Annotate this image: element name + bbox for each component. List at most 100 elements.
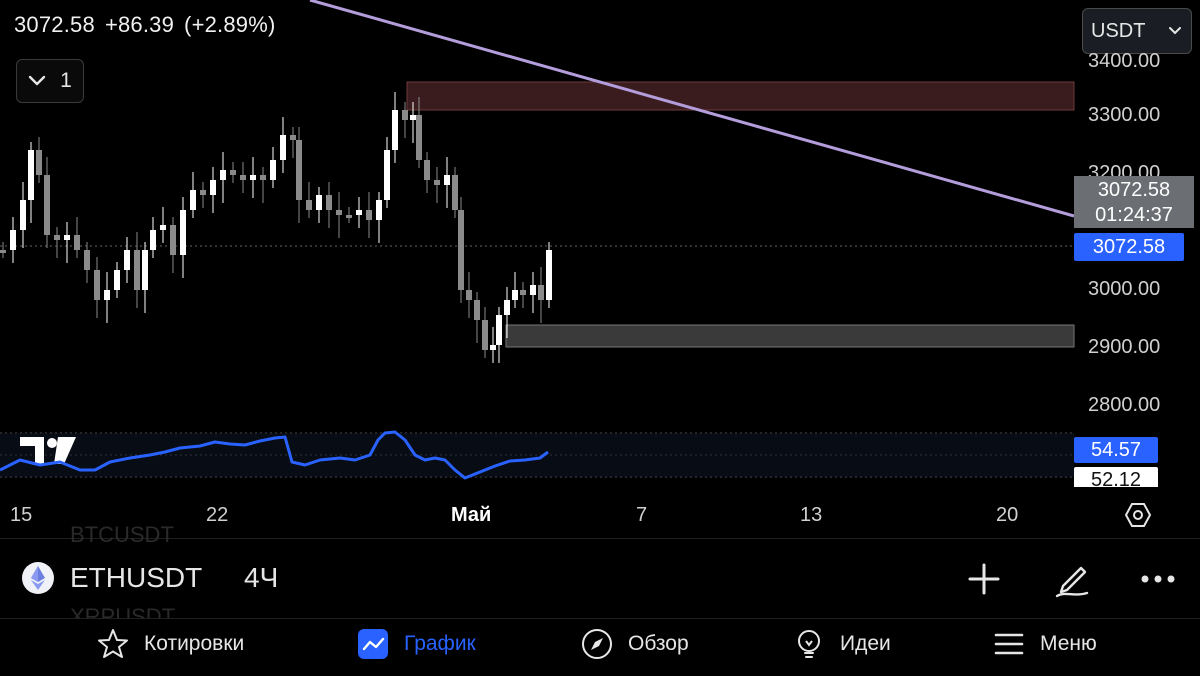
candle-body xyxy=(104,290,110,300)
star-icon xyxy=(96,627,130,661)
candle-body xyxy=(296,140,302,200)
candle-body xyxy=(290,135,296,140)
nav-ideas-label: Идеи xyxy=(840,632,891,655)
candle-body xyxy=(250,175,256,180)
candle-body xyxy=(326,195,332,210)
nav-chart[interactable]: График xyxy=(356,622,476,666)
last-price-tag: 3072.58 xyxy=(1074,233,1184,261)
candle-body xyxy=(210,180,216,195)
price-axis[interactable]: 3400.00 3300.00 3200.00 3000.00 2900.00 … xyxy=(1080,40,1200,430)
time-label-7: 7 xyxy=(636,504,648,526)
support-zone[interactable] xyxy=(505,324,1075,348)
hexagon-settings-icon xyxy=(1124,503,1152,527)
candle-body xyxy=(546,250,552,300)
price-change: +86.39 xyxy=(104,12,175,37)
nav-overview[interactable]: Обзор xyxy=(580,622,689,666)
price-label-3000: 3000.00 xyxy=(1088,278,1161,300)
candle-body xyxy=(538,285,544,300)
compass-icon xyxy=(580,627,614,661)
candle-body xyxy=(190,190,196,210)
candle-body xyxy=(170,225,176,255)
lightbulb-icon xyxy=(792,627,826,661)
nav-quotes-label: Котировки xyxy=(144,632,245,655)
oscillator-signal-tag-clip: 52.12 xyxy=(1074,467,1158,487)
trendline[interactable] xyxy=(309,0,1075,218)
candle-body xyxy=(64,235,70,240)
candle-body xyxy=(402,110,408,120)
price-change-pct: (+2.89%) xyxy=(184,12,276,37)
candle-body xyxy=(392,110,398,150)
more-dots-icon xyxy=(1141,575,1175,583)
drawing-tools-button[interactable] xyxy=(1050,557,1094,601)
candle-body xyxy=(424,160,430,180)
candle-body xyxy=(74,235,80,250)
oscillator-value-tag: 54.57 xyxy=(1074,437,1158,463)
candle-body xyxy=(160,225,166,230)
candle-body xyxy=(270,160,276,180)
current-price-tag: 3072.58 01:24:37 xyxy=(1074,176,1194,228)
candle-countdown: 01:24:37 xyxy=(1095,204,1173,226)
candle-body xyxy=(504,300,510,315)
price-label-2800: 2800.00 xyxy=(1088,394,1161,416)
candle-body xyxy=(230,170,236,175)
candle-body xyxy=(240,175,246,180)
oscillator-signal-tag: 52.12 xyxy=(1074,467,1158,487)
candle-body xyxy=(482,320,488,350)
nav-quotes[interactable]: Котировки xyxy=(96,622,244,666)
plus-icon xyxy=(968,563,1000,595)
candle-body xyxy=(366,210,372,220)
candle-body xyxy=(434,180,440,185)
more-button[interactable] xyxy=(1136,557,1180,601)
chart-settings-button[interactable] xyxy=(1122,499,1154,531)
currency-value: USDT xyxy=(1091,19,1146,42)
candle-body xyxy=(410,115,416,120)
candle-body xyxy=(466,290,472,300)
candle-body xyxy=(260,175,266,180)
last-price: 3072.58 xyxy=(14,12,95,37)
candle-body xyxy=(28,150,34,200)
candle-body xyxy=(346,215,352,218)
time-label-13: 13 xyxy=(800,504,823,526)
ethereum-icon xyxy=(22,562,54,594)
symbol-name[interactable]: ETHUSDT xyxy=(70,562,203,593)
nav-chart-label: График xyxy=(404,632,476,655)
nav-overview-label: Обзор xyxy=(628,632,689,655)
candle-body xyxy=(280,135,286,160)
nav-menu[interactable]: Меню xyxy=(992,622,1097,666)
bottom-nav xyxy=(0,618,1200,676)
indicators-collapse-button[interactable]: 1 xyxy=(16,59,84,103)
candle-body xyxy=(496,315,502,345)
candle-body xyxy=(114,270,120,290)
candle-body xyxy=(458,210,464,290)
oscillator-band xyxy=(0,433,1074,477)
time-label-22: 22 xyxy=(206,504,229,526)
currency-select[interactable]: USDT xyxy=(1082,8,1192,54)
add-button[interactable] xyxy=(962,557,1006,601)
price-label-3300: 3300.00 xyxy=(1088,104,1161,126)
candle-body xyxy=(0,250,6,253)
timeframe-button[interactable]: 4Ч xyxy=(244,562,279,593)
candle-body xyxy=(306,200,312,210)
candle-body xyxy=(54,235,60,240)
time-label-may: Май xyxy=(451,504,492,526)
time-axis[interactable]: 15 22 Май 7 13 20 xyxy=(0,498,1074,534)
candle-body xyxy=(384,150,390,200)
candle-body xyxy=(134,250,140,290)
candle-body xyxy=(356,210,362,215)
price-chart[interactable] xyxy=(0,0,1200,540)
candle-body xyxy=(520,290,526,295)
ghost-symbol-below: XRPUSDT xyxy=(70,606,175,618)
chevron-down-icon xyxy=(28,75,46,86)
candlestick-series xyxy=(0,92,552,363)
candle-body xyxy=(316,195,322,210)
candle-body xyxy=(180,210,186,255)
nav-menu-label: Меню xyxy=(1040,632,1097,655)
pencil-icon xyxy=(1055,566,1089,598)
candle-body xyxy=(10,230,16,250)
nav-ideas[interactable]: Идеи xyxy=(792,622,891,666)
chart-icon xyxy=(356,627,390,661)
tradingview-logo xyxy=(20,437,76,464)
chevron-down-icon xyxy=(1169,27,1181,35)
resistance-zone[interactable] xyxy=(406,81,1075,111)
candle-body xyxy=(474,300,480,320)
